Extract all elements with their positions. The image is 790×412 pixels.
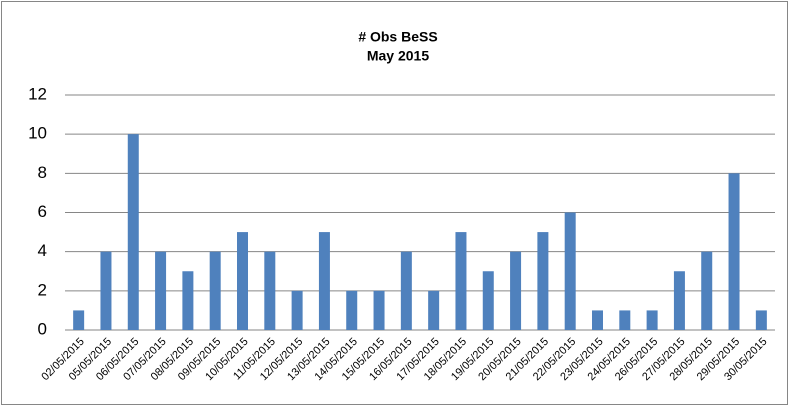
y-tick-label: 12 [28, 84, 47, 103]
bar [264, 251, 276, 330]
chart-title: # Obs BeSS [358, 29, 437, 45]
y-tick-label: 10 [28, 124, 47, 143]
y-tick-label: 4 [38, 241, 47, 260]
bar [482, 271, 494, 330]
y-tick-label: 8 [38, 163, 47, 182]
bar [510, 251, 522, 330]
bar [127, 134, 139, 330]
bar [537, 232, 549, 330]
chart-subtitle: May 2015 [367, 48, 429, 64]
bar [400, 251, 412, 330]
bar [291, 290, 303, 330]
bar [646, 310, 658, 330]
bar [619, 310, 631, 330]
bar [237, 232, 248, 330]
bar [701, 251, 713, 330]
bar [100, 251, 112, 330]
y-tick-label: 6 [38, 202, 47, 221]
y-tick-label: 2 [38, 280, 47, 299]
bar [73, 310, 85, 330]
bar [209, 251, 221, 330]
bar [673, 271, 685, 330]
bar [728, 173, 740, 330]
bar [346, 290, 358, 330]
y-tick-label: 0 [38, 319, 47, 338]
bar [755, 310, 767, 330]
bar [182, 271, 194, 330]
bar [455, 232, 467, 330]
bar [592, 310, 603, 330]
bar [318, 232, 330, 330]
bar [155, 251, 167, 330]
bar [564, 212, 576, 330]
bar [373, 290, 385, 330]
bar [428, 290, 440, 330]
